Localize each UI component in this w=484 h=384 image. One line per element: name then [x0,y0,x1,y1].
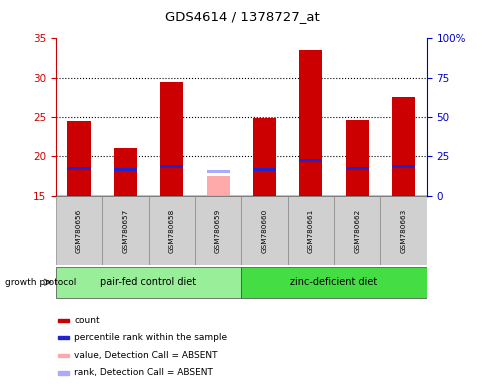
Bar [114,169,136,171]
Text: growth protocol: growth protocol [5,278,76,287]
Bar [160,82,183,196]
Bar [58,371,69,374]
Bar [206,176,229,196]
Bar [299,159,322,162]
Text: count: count [74,316,100,325]
Bar [195,196,241,265]
Text: GSM780656: GSM780656 [76,208,82,253]
Bar [333,196,379,265]
Text: zinc-deficient diet: zinc-deficient diet [290,276,377,286]
Bar [241,196,287,265]
Bar [67,167,91,170]
Bar [252,118,275,196]
Text: rank, Detection Call = ABSENT: rank, Detection Call = ABSENT [74,368,213,377]
Bar [206,170,229,173]
Text: GSM780661: GSM780661 [307,208,313,253]
Text: GSM780663: GSM780663 [400,208,406,253]
Bar [160,166,183,168]
Bar [379,196,426,265]
Bar [114,148,136,196]
Bar [252,169,275,171]
Text: GSM780657: GSM780657 [122,208,128,253]
Bar [299,50,322,196]
Bar [241,267,426,298]
Bar [345,120,368,196]
Text: GSM780662: GSM780662 [353,208,360,253]
Bar [58,319,69,322]
Bar [56,267,241,298]
Text: GDS4614 / 1378727_at: GDS4614 / 1378727_at [165,10,319,23]
Text: value, Detection Call = ABSENT: value, Detection Call = ABSENT [74,351,217,360]
Bar [67,121,91,196]
Bar [102,196,148,265]
Bar [148,196,195,265]
Bar [56,196,102,265]
Text: GSM780660: GSM780660 [261,208,267,253]
Text: percentile rank within the sample: percentile rank within the sample [74,333,227,343]
Text: pair-fed control diet: pair-fed control diet [100,276,196,286]
Bar [345,167,368,170]
Text: GSM780658: GSM780658 [168,208,174,253]
Bar [391,98,414,196]
Text: GSM780659: GSM780659 [215,208,221,253]
Bar [287,196,333,265]
Bar [391,166,414,168]
Bar [58,336,69,339]
Bar [58,354,69,357]
